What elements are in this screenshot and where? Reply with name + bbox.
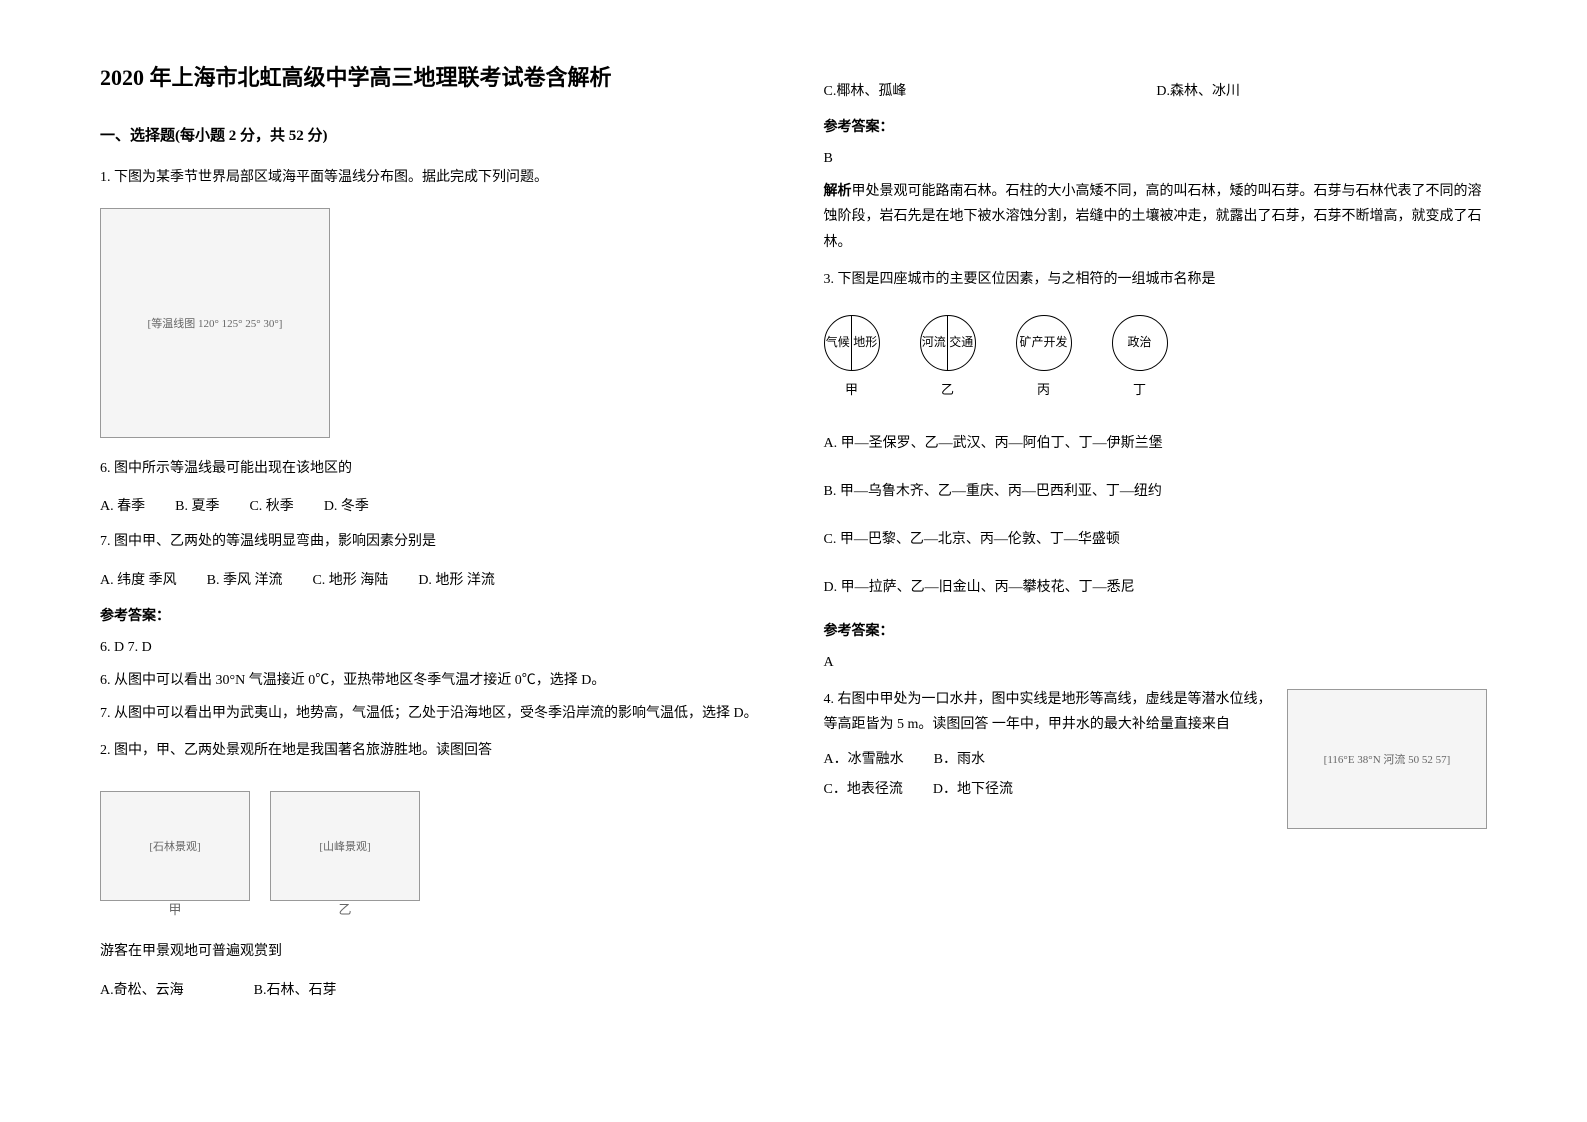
option: D．地下径流 [933, 778, 1013, 798]
option: B.石林、石芽 [254, 979, 337, 999]
photo-a: [石林景观] 甲 [100, 791, 250, 901]
circle-half: 交通 [948, 316, 975, 370]
circle-label: 丁 [1133, 379, 1146, 398]
q1-sub7-options: A. 纬度 季风 B. 季风 洋流 C. 地形 海陆 D. 地形 洋流 [100, 569, 764, 589]
circle-item-a: 气候 地形 甲 [824, 315, 880, 398]
photo-content: [石林景观] [149, 838, 200, 854]
answer-line: 6. D 7. D [100, 635, 764, 660]
answer-header: 参考答案： [100, 605, 764, 625]
option: A．冰雪融水 [824, 748, 904, 768]
circle-half: 河流 [921, 316, 949, 370]
q1-intro: 1. 下图为某季节世界局部区域海平面等温线分布图。据此完成下列问题。 [100, 165, 764, 190]
photo-row: [石林景观] 甲 [山峰景观] 乙 [100, 781, 764, 911]
q4-options-row2: C．地表径流 D．地下径流 [824, 778, 1273, 798]
option: A. 纬度 季风 [100, 569, 177, 589]
option: C. 地形 海陆 [312, 569, 388, 589]
option: D. 冬季 [324, 495, 369, 515]
q1-sub6: 6. 图中所示等温线最可能出现在该地区的 [100, 456, 764, 481]
q2-options-row1: A.奇松、云海 B.石林、石芽 [100, 979, 764, 999]
right-column: C.椰林、孤峰 D.森林、冰川 参考答案： B 解析甲处景观可能路南石林。石柱的… [824, 60, 1488, 1062]
q2-options-row2: C.椰林、孤峰 D.森林、冰川 [824, 80, 1488, 100]
option: C. 秋季 [249, 495, 293, 515]
circle-half: 地形 [852, 316, 879, 370]
answer-letter: B [824, 146, 1488, 171]
circle-item-d: 政治 丁 [1112, 315, 1168, 398]
section-header: 一、选择题(每小题 2 分，共 52 分) [100, 124, 764, 145]
well-map-image: [116°E 38°N 河流 50 52 57] [1287, 689, 1487, 829]
q2-text: 游客在甲景观地可普遍观赏到 [100, 939, 764, 964]
option: C．地表径流 [824, 778, 903, 798]
circle-label: 甲 [845, 379, 858, 398]
photo-content: [山峰景观] [319, 838, 370, 854]
circle-c: 矿产开发 [1016, 315, 1072, 371]
option: A. 春季 [100, 495, 145, 515]
q2-intro: 2. 图中，甲、乙两处景观所在地是我国著名旅游胜地。读图回答 [100, 738, 764, 763]
option: D. 地形 洋流 [418, 569, 495, 589]
photo-label: 乙 [338, 899, 351, 918]
circle-label: 乙 [941, 379, 954, 398]
q4-options-row1: A．冰雪融水 B．雨水 [824, 748, 1273, 768]
option: A.奇松、云海 [100, 979, 184, 999]
q3-option-b: B. 甲—乌鲁木齐、乙—重庆、丙—巴西利亚、丁—纽约 [824, 480, 1488, 500]
left-column: 2020 年上海市北虹高级中学高三地理联考试卷含解析 一、选择题(每小题 2 分… [100, 60, 764, 1062]
circle-half: 气候 [825, 316, 853, 370]
photo-label: 甲 [168, 899, 181, 918]
q3-intro: 3. 下图是四座城市的主要区位因素，与之相符的一组城市名称是 [824, 267, 1488, 292]
answer-header: 参考答案： [824, 620, 1488, 640]
q1-sub7: 7. 图中甲、乙两处的等温线明显弯曲，影响因素分别是 [100, 529, 764, 554]
photo-b: [山峰景观] 乙 [270, 791, 420, 901]
circle-label: 丙 [1037, 379, 1050, 398]
q1-sub6-options: A. 春季 B. 夏季 C. 秋季 D. 冬季 [100, 495, 764, 515]
option: D.森林、冰川 [1156, 80, 1240, 100]
option: C.椰林、孤峰 [824, 80, 907, 100]
q4-block: [116°E 38°N 河流 50 52 57] 4. 右图中甲处为一口水井，图… [824, 679, 1488, 839]
explanation-body: 甲处景观可能路南石林。石柱的大小高矮不同，高的叫石林，矮的叫石芽。石芽与石林代表… [824, 184, 1482, 249]
q3-option-a: A. 甲—圣保罗、乙—武汉、丙—阿伯丁、丁—伊斯兰堡 [824, 432, 1488, 452]
q3-option-c: C. 甲—巴黎、乙—北京、丙—伦敦、丁—华盛顿 [824, 528, 1488, 548]
option: B. 夏季 [175, 495, 219, 515]
answer-explanation: 解析甲处景观可能路南石林。石柱的大小高矮不同，高的叫石林，矮的叫石芽。石芽与石林… [824, 179, 1488, 255]
circle-d: 政治 [1112, 315, 1168, 371]
circle-item-c: 矿产开发 丙 [1016, 315, 1072, 398]
page-title: 2020 年上海市北虹高级中学高三地理联考试卷含解析 [100, 60, 764, 92]
answer-letter: A [824, 650, 1488, 675]
q3-option-d: D. 甲—拉萨、乙—旧金山、丙—攀枝花、丁—悉尼 [824, 576, 1488, 596]
circle-a: 气候 地形 [824, 315, 880, 371]
bold-prefix: 解析 [824, 184, 852, 199]
answer-explanation: 6. 从图中可以看出 30°N 气温接近 0℃，亚热带地区冬季气温才接近 0℃，… [100, 668, 764, 693]
circle-b: 河流 交通 [920, 315, 976, 371]
option: B．雨水 [934, 748, 985, 768]
answer-explanation: 7. 从图中可以看出甲为武夷山，地势高，气温低；乙处于沿海地区，受冬季沿岸流的影… [100, 701, 764, 726]
option: B. 季风 洋流 [207, 569, 283, 589]
answer-header: 参考答案： [824, 116, 1488, 136]
circles-diagram: 气候 地形 甲 河流 交通 乙 矿产开发 丙 政治 丁 [824, 315, 1488, 398]
contour-map-image: [等温线图 120° 125° 25° 30°] [100, 208, 330, 438]
circle-item-b: 河流 交通 乙 [920, 315, 976, 398]
